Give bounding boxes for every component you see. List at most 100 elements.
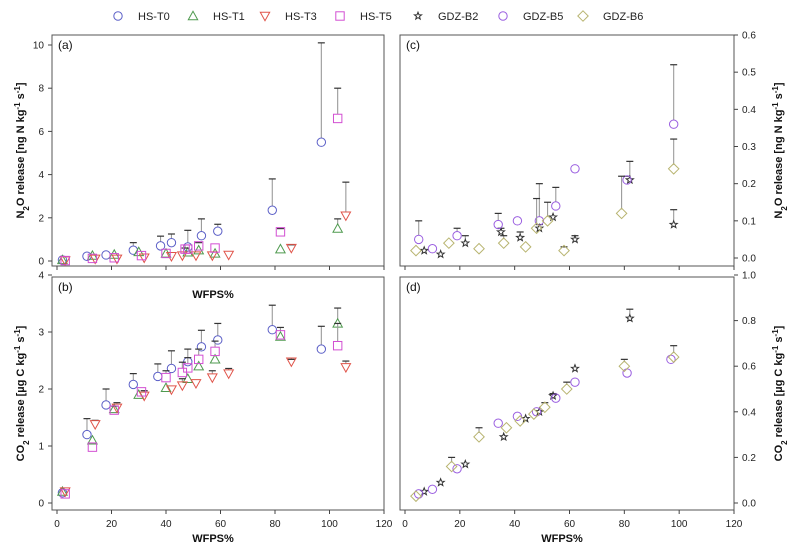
legend-item-hs-t5: HS-T5 [335, 11, 392, 23]
data-point [558, 244, 570, 257]
data-point [206, 373, 218, 384]
y-tick-label: 0 [38, 257, 44, 268]
data-point [473, 242, 485, 255]
data-point [213, 335, 223, 345]
legend-item-gdz-b5: GDZ-B5 [498, 11, 563, 23]
data-point [622, 368, 632, 378]
plot-frame [399, 276, 735, 511]
y-tick-label: 4 [38, 271, 44, 282]
data-point [497, 237, 510, 250]
circle-legend-marker-icon [113, 11, 123, 21]
data-point [111, 254, 123, 265]
data-point [570, 363, 580, 373]
y-tick-label: 3 [38, 328, 44, 339]
series-gdz-b5 [414, 64, 679, 254]
y-tick-label: 0.0 [742, 499, 756, 510]
data-point [161, 248, 171, 259]
data-point [512, 216, 523, 226]
data-point [128, 245, 139, 255]
data-point [442, 237, 455, 250]
data-point [570, 377, 580, 387]
y-tick-label: 0.2 [742, 179, 756, 190]
data-point [332, 113, 343, 124]
x-tick-label: 100 [671, 519, 688, 530]
data-point [419, 245, 430, 255]
data-point [161, 372, 171, 383]
data-point [414, 234, 424, 245]
data-point [101, 400, 111, 410]
data-point [160, 382, 172, 393]
y-tick-label: 1 [38, 442, 44, 453]
legend-label: GDZ-B5 [523, 11, 563, 23]
data-point [551, 393, 561, 403]
data-point [190, 379, 202, 390]
data-point [514, 415, 527, 427]
data-point [82, 429, 92, 440]
data-point [498, 431, 509, 442]
data-point [460, 237, 471, 248]
plot-frame [51, 34, 385, 267]
data-point [548, 390, 559, 401]
data-point [534, 216, 545, 226]
series-hs-t0 [57, 42, 327, 265]
y-tick-label: 2 [38, 213, 44, 224]
y-tick-label: 0.2 [742, 453, 756, 464]
data-point [275, 330, 286, 340]
data-point [267, 205, 277, 215]
data-point [59, 487, 71, 498]
data-point [570, 164, 580, 174]
legend-label: HS-T1 [213, 11, 245, 23]
series-hs-t3 [59, 181, 352, 267]
data-point [622, 175, 632, 185]
data-point [109, 253, 119, 263]
data-point [153, 371, 163, 382]
x-axis-label: WFPS% [192, 289, 234, 301]
x-tick-label: 40 [160, 519, 172, 530]
data-point [196, 231, 207, 241]
data-point [618, 360, 631, 373]
data-point [136, 250, 147, 261]
y-tick-label: 0.1 [742, 216, 756, 227]
y-tick-label: 0.0 [742, 254, 756, 265]
panel-b: (b) 0 20 40 60 80 100 120 WFPS% 0 1 2 3 4 CO2 release … [13, 271, 393, 546]
legend-label: GDZ-B6 [603, 11, 643, 23]
data-point [56, 485, 69, 496]
y-tick-label: 0 [38, 499, 44, 510]
data-point [624, 313, 635, 323]
data-point [668, 219, 679, 229]
data-point [667, 162, 680, 175]
y-axis-label: CO2 release [µg C kg-1 s-1] [13, 325, 31, 461]
data-point [538, 401, 551, 414]
data-point [410, 244, 422, 257]
data-point [196, 342, 207, 352]
data-point [166, 237, 177, 248]
data-point [89, 420, 101, 431]
data-point [570, 234, 580, 244]
data-point [615, 207, 628, 220]
data-point [316, 137, 327, 147]
data-point [668, 119, 679, 129]
y-tick-label: 0.4 [742, 407, 756, 418]
diamond-legend-marker-icon [577, 10, 589, 22]
data-point [624, 174, 635, 185]
legend-label: HS-T3 [285, 11, 317, 23]
data-point [275, 227, 286, 237]
data-point [60, 255, 70, 266]
y-tick-label: 2 [38, 385, 44, 396]
series-gdz-b6 [410, 138, 680, 257]
y-tick-label: 0.3 [742, 142, 756, 153]
y-tick-label: 6 [38, 127, 44, 138]
data-point [493, 219, 503, 230]
x-tick-label: 20 [454, 519, 466, 530]
data-point [551, 201, 561, 211]
y-tick-label: 0.4 [742, 105, 756, 116]
data-point [190, 251, 202, 262]
data-point [267, 325, 277, 335]
data-point [340, 211, 352, 222]
data-point [87, 442, 98, 452]
y-tick-label: 0.6 [742, 31, 756, 42]
legend-item-gdz-b6: GDZ-B6 [577, 10, 643, 23]
data-point [332, 340, 343, 351]
data-point [194, 241, 204, 251]
